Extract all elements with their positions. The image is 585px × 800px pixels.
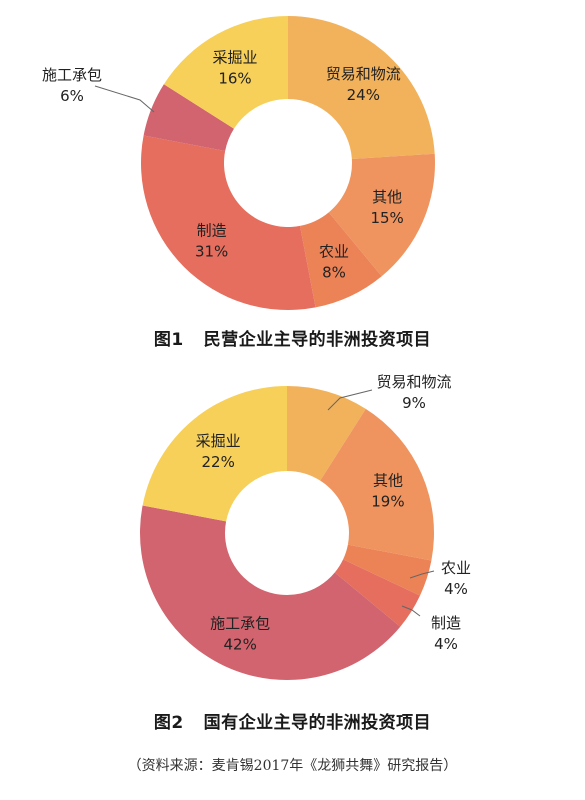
figure-2-caption: 图2 国有企业主导的非洲投资项目 [0, 708, 585, 733]
figure-1-caption: 图1 民营企业主导的非洲投资项目 [0, 325, 585, 350]
slice-value-agriculture: 4% [444, 580, 468, 598]
slice-value-construction: 6% [60, 87, 84, 105]
figure-2-number: 图2 [153, 713, 184, 733]
slice-construction [143, 84, 234, 152]
slice-label-other: 其他 [373, 471, 403, 489]
slice-label-construction: 施工承包 [210, 615, 270, 633]
slice-value-other: 15% [370, 209, 403, 227]
slice-value-agriculture: 8% [322, 264, 346, 282]
leader-line-manufacturing [401, 605, 421, 617]
leader-line-agriculture [409, 570, 435, 579]
slice-value-mining: 16% [218, 70, 251, 88]
figure-1-number: 图1 [153, 330, 184, 350]
slice-trade-logistics [288, 16, 435, 159]
slice-other [320, 408, 435, 561]
slice-manufacturing [334, 559, 421, 627]
figure-1-title: 民营企业主导的非洲投资项目 [203, 330, 432, 350]
figure-2-title: 国有企业主导的非洲投资项目 [203, 713, 432, 733]
slice-mining [163, 16, 288, 129]
source-note: （资料来源：麦肯锡2017年《龙狮共舞》研究报告） [127, 758, 458, 774]
slice-other [328, 153, 435, 277]
slice-label-construction: 施工承包 [42, 66, 102, 84]
slice-value-mining: 22% [201, 453, 234, 471]
slice-value-other: 19% [371, 492, 404, 510]
slice-value-construction: 42% [223, 636, 256, 654]
slice-label-mining: 采掘业 [212, 49, 257, 67]
slice-label-agriculture: 农业 [319, 243, 349, 261]
donut-chart-2: 贸易和物流 9% 其他 19% 农业 4% 制造 4% 施工承包 42% 采掘业 22% [140, 373, 471, 680]
slice-value-trade-logistics: 9% [402, 394, 426, 412]
leader-line-trade-logistics [327, 389, 373, 411]
slice-value-trade-logistics: 24% [347, 86, 380, 104]
slice-value-manufacturing: 4% [434, 635, 458, 653]
slice-trade-logistics [287, 386, 366, 481]
slice-label-agriculture: 农业 [441, 559, 471, 577]
slice-label-manufacturing: 制造 [431, 614, 461, 632]
donut-chart-1: 贸易和物流 24% 其他 15% 农业 8% 制造 31% 施工承包 6% 采掘业 16% [42, 16, 435, 310]
slice-construction [140, 505, 401, 680]
leader-line-construction [94, 85, 155, 113]
slice-label-other: 其他 [372, 188, 402, 206]
slice-label-trade-logistics: 贸易和物流 [326, 65, 401, 83]
slice-mining [142, 386, 287, 522]
slice-value-manufacturing: 31% [195, 242, 228, 260]
slice-agriculture [299, 212, 382, 308]
slice-agriculture [343, 544, 432, 596]
slice-label-trade-logistics: 贸易和物流 [376, 373, 451, 391]
slice-label-manufacturing: 制造 [197, 221, 227, 239]
slice-label-mining: 采掘业 [196, 432, 241, 450]
slice-manufacturing [140, 135, 316, 310]
